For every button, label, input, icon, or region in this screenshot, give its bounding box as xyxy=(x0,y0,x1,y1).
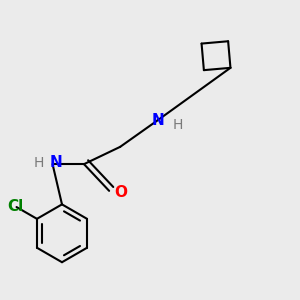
Text: Cl: Cl xyxy=(7,199,23,214)
Text: H: H xyxy=(33,156,43,170)
Text: N: N xyxy=(152,112,164,128)
Text: H: H xyxy=(173,118,184,132)
Text: O: O xyxy=(115,185,128,200)
Text: N: N xyxy=(49,155,62,170)
